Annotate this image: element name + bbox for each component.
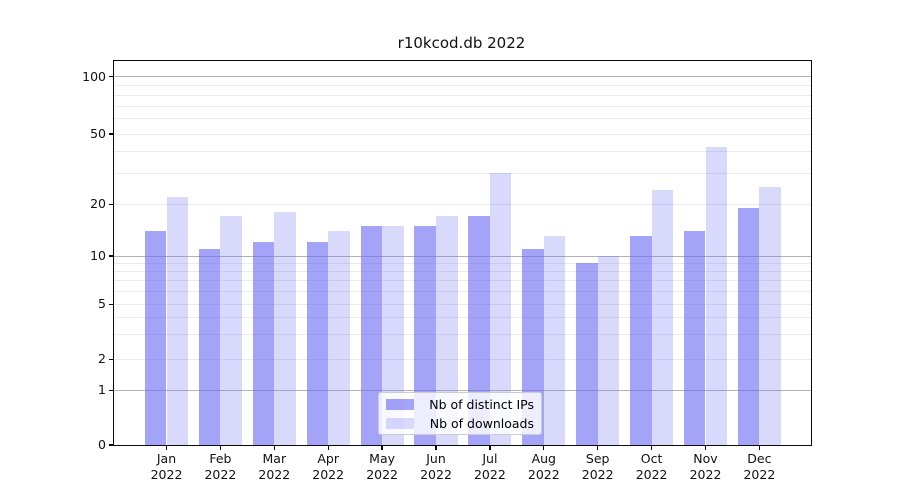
gridline-minor [114,291,811,293]
legend-label-downloads: Nb of downloads [429,415,534,431]
bar-downloads [651,190,674,445]
bar-distinct-ips [306,242,329,445]
gridline-major [114,255,811,257]
y-tick-label: 20 [90,196,106,212]
bar-downloads [382,225,404,445]
gridline-minor [114,203,811,205]
y-tick-label: 100 [82,68,106,84]
x-tick-label: Dec 2022 [743,451,776,482]
x-tick-label: Apr 2022 [312,451,345,482]
gridline-major [114,76,811,77]
legend-label-distinct-ips: Nb of distinct IPs [429,396,534,412]
y-tick-mark [108,255,114,257]
bar-distinct-ips [630,236,652,445]
x-tick-mark [381,445,383,450]
x-tick-label: Sep 2022 [581,451,614,482]
x-tick-mark [273,445,275,450]
bar-downloads [220,216,242,445]
plot-area: 0 1 2 5 10 20 50 100 Jan 2022 Feb 2022 Mar 2022 Apr… [82,60,812,482]
gridline-minor [114,172,811,174]
bar-downloads [705,147,728,445]
gridline-minor [114,303,811,305]
y-tick-label: 10 [90,248,106,263]
bar-distinct-ips [144,230,167,445]
x-tick-label: Jul 2022 [473,451,506,482]
y-tick-mark [108,389,114,391]
x-tick-label: Jun 2022 [420,451,452,482]
bar-downloads [543,236,566,445]
gridline-minor [114,133,811,135]
y-tick-mark [108,75,114,78]
y-tick-mark [108,444,114,446]
y-tick-mark [108,358,114,360]
y-tick-label: 0 [98,437,106,452]
y-tick-label: 2 [98,351,106,367]
gridline-minor [114,262,811,264]
y-tick-label: 50 [90,126,106,141]
gridline-minor [114,280,811,282]
y-tick-label: 1 [98,382,106,398]
y-tick-mark [108,303,114,305]
chart-title: r10kcod.db 2022 [397,34,526,52]
x-tick-label: Feb 2022 [204,451,237,482]
bar-distinct-ips [737,208,760,445]
x-tick-label: Nov 2022 [689,451,722,482]
bar-downloads [759,187,781,445]
legend-swatch-downloads [386,417,414,429]
x-tick-mark [327,445,329,450]
legend: Nb of distinct IPs Nb of downloads [378,392,542,435]
bar-distinct-ips [252,242,275,445]
legend-item-distinct-ips: Nb of distinct IPs [386,396,534,412]
gridline-minor [114,317,811,319]
gridline-minor [114,84,811,86]
gridline-minor [114,118,811,120]
bar-downloads [328,230,350,445]
gridline-minor [114,358,811,360]
gridline-minor [114,334,811,336]
y-tick-mark [108,203,114,205]
bar-downloads [436,216,458,445]
gridline-minor [114,105,811,107]
gridline-major [114,389,811,391]
gridline-minor [114,150,811,152]
legend-swatch-ips [386,398,414,410]
x-tick-mark [543,445,545,450]
x-tick-label: Aug 2022 [527,451,560,482]
x-tick-label: Jan 2022 [150,451,183,482]
x-tick-mark [165,445,168,450]
x-tick-mark [758,445,761,450]
y-tick-mark [108,133,114,135]
y-tick-label: 5 [98,296,106,312]
bar-downloads [274,212,296,445]
x-tick-label: May 2022 [366,451,398,482]
bar-downloads [597,256,620,445]
x-tick-mark [650,445,653,450]
legend-item-downloads: Nb of downloads [386,415,534,431]
x-tick-mark [704,445,707,450]
bar-distinct-ips [468,216,490,445]
bar-distinct-ips [683,230,706,445]
x-tick-mark [435,445,437,450]
x-tick-label: Mar 2022 [258,451,291,482]
bar-distinct-ips [414,225,436,445]
bar-distinct-ips [198,248,221,445]
x-tick-mark [597,445,599,450]
gridline-minor [114,94,811,96]
gridline-minor [114,271,811,273]
bar-distinct-ips [576,263,598,445]
bar-downloads [166,196,189,445]
x-tick-label: Oct 2022 [635,451,668,482]
bar-downloads [489,173,512,445]
x-tick-mark [219,445,222,450]
bar-distinct-ips [360,225,383,445]
x-tick-mark [489,445,491,450]
